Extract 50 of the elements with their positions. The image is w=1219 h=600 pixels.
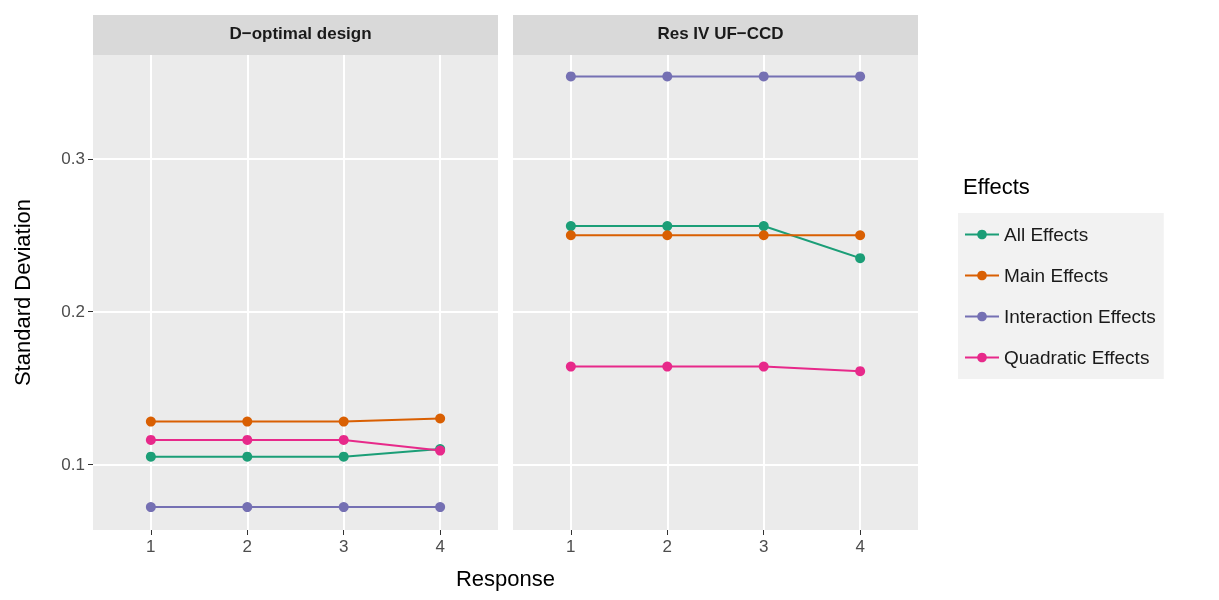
- point: [758, 71, 769, 82]
- point: [855, 253, 866, 264]
- point: [242, 434, 253, 445]
- point: [565, 230, 576, 241]
- point: [662, 221, 673, 232]
- point: [145, 451, 156, 462]
- point: [338, 502, 349, 513]
- x-tick-label: 2: [242, 537, 253, 556]
- legend-label: Interaction Effects: [1004, 306, 1156, 327]
- x-tick-label: 3: [758, 537, 769, 556]
- point: [338, 451, 349, 462]
- point: [855, 366, 866, 377]
- x-tick-label: 4: [435, 537, 445, 556]
- legend-label: Main Effects: [1004, 265, 1109, 286]
- point: [662, 361, 673, 372]
- point: [145, 502, 156, 513]
- point: [855, 230, 866, 241]
- point: [758, 221, 769, 232]
- y-tick-label: 0.2: [61, 302, 85, 322]
- y-tick-label: 0.1: [61, 454, 85, 474]
- point: [338, 434, 349, 445]
- point: [145, 416, 156, 427]
- point: [242, 451, 253, 462]
- point: [662, 71, 673, 82]
- point: [145, 434, 156, 445]
- chart-title: Res IV UF−CCD: [657, 24, 784, 43]
- point: [758, 230, 769, 241]
- x-tick-label: 2: [662, 537, 673, 556]
- point: [435, 502, 446, 513]
- x-tick-label: 4: [855, 537, 865, 556]
- x-tick-label: 3: [338, 537, 349, 556]
- point: [565, 71, 576, 82]
- point: [855, 71, 866, 82]
- point: [435, 413, 446, 424]
- point: [662, 230, 673, 241]
- y-tick-label: 0.3: [61, 149, 85, 169]
- x-axis-title: Response: [454, 566, 557, 592]
- legend-label: Quadratic Effects: [1004, 347, 1150, 368]
- point: [242, 416, 253, 427]
- y-axis-title: Standard Deviation: [9, 198, 35, 387]
- point: [338, 416, 349, 427]
- point: [242, 502, 253, 513]
- legend-title: Effects: [963, 173, 1030, 199]
- point: [758, 361, 769, 372]
- x-tick-label: 1: [146, 537, 156, 556]
- point: [565, 361, 576, 372]
- point: [565, 221, 576, 232]
- chart-title: D−optimal design: [229, 24, 372, 43]
- x-tick-label: 1: [566, 537, 576, 556]
- legend-label: All Effects: [1004, 224, 1089, 245]
